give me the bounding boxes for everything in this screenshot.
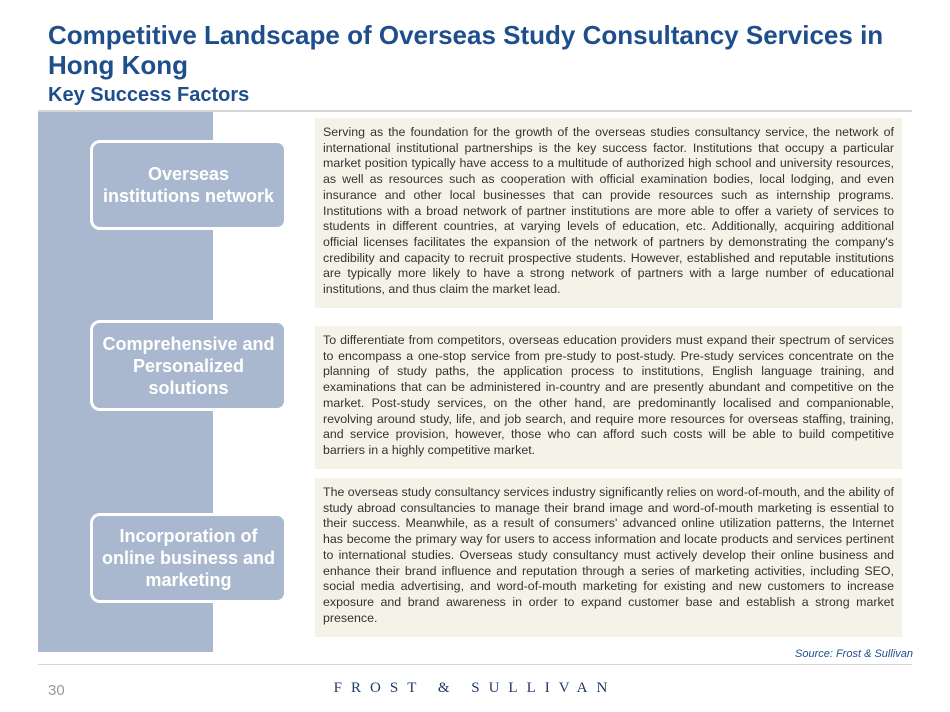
factor-label: Comprehensive and Personalized solutions [90, 320, 287, 411]
factor-label: Overseas institutions network [90, 140, 287, 230]
factor-description: To differentiate from competitors, overs… [315, 326, 902, 469]
factor-description: The overseas study consultancy services … [315, 478, 902, 637]
divider [38, 110, 912, 112]
factor-label: Incorporation of online business and mar… [90, 513, 287, 603]
divider [38, 664, 912, 665]
logo: FROST & SULLIVAN [333, 680, 617, 696]
subtitle: Key Success Factors [48, 84, 250, 106]
title: Competitive Landscape of Overseas Study … [48, 20, 884, 80]
source: Source: Frost & Sullivan [795, 648, 913, 660]
factor-description: Serving as the foundation for the growth… [315, 118, 902, 308]
page-number: 30 [48, 682, 65, 699]
